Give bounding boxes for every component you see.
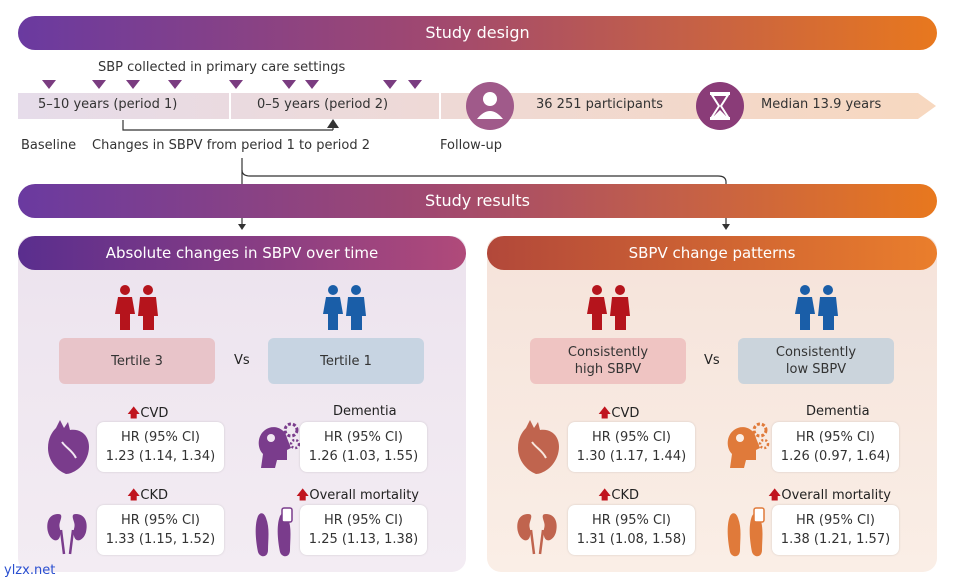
- kidney-icon: [517, 514, 557, 555]
- sbp-marker-icon: [126, 80, 140, 89]
- outcome-mortality-label: 🡅Overall mortality: [296, 488, 420, 503]
- tertile-3-box: Tertile 3: [59, 338, 215, 384]
- hr-box-dementia: HR (95% CI) 1.26 (1.03, 1.55): [300, 422, 427, 472]
- hourglass-icon: [696, 82, 744, 130]
- hr-box-mortality: HR (95% CI) 1.25 (1.13, 1.38): [300, 505, 427, 555]
- hr-box-ckd: HR (95% CI) 1.33 (1.15, 1.52): [97, 505, 224, 555]
- feet-tag-icon: [727, 507, 765, 557]
- hr-box-ckd: HR (95% CI) 1.31 (1.08, 1.58): [568, 505, 695, 555]
- red-people-icon: [587, 285, 630, 330]
- follow-up-label: Follow-up: [440, 138, 502, 153]
- sbp-marker-icon: [282, 80, 296, 89]
- sbp-marker-icon: [408, 80, 422, 89]
- consistently-low-box: Consistently low SBPV: [738, 338, 894, 384]
- brain-gears-icon: [727, 422, 770, 468]
- sbp-marker-icon: [42, 80, 56, 89]
- watermark-text: ylzx.net: [4, 563, 56, 578]
- tertile-1-box: Tertile 1: [268, 338, 424, 384]
- heart-icon: [48, 420, 90, 474]
- vs-label: Vs: [704, 353, 720, 368]
- outcome-ckd-label: 🡅CKD: [127, 488, 168, 503]
- blue-people-icon: [795, 285, 838, 330]
- hr-box-dementia: HR (95% CI) 1.26 (0.97, 1.64): [772, 422, 899, 472]
- vs-label: Vs: [234, 353, 250, 368]
- feet-tag-icon: [255, 507, 293, 557]
- period-bracket: [122, 119, 339, 131]
- study-results-banner: Study results: [18, 184, 937, 218]
- hr-box-mortality: HR (95% CI) 1.38 (1.21, 1.57): [772, 505, 899, 555]
- heart-icon: [518, 420, 560, 474]
- left-panel-title: Absolute changes in SBPV over time: [18, 236, 466, 270]
- baseline-label: Baseline: [21, 138, 77, 153]
- sbp-marker-icon: [168, 80, 182, 89]
- sbp-marker-icon: [305, 80, 319, 89]
- hr-box-cvd: HR (95% CI) 1.23 (1.14, 1.34): [97, 422, 224, 472]
- period-1-label: 5–10 years (period 1): [38, 97, 178, 112]
- study-design-banner: Study design: [18, 16, 937, 50]
- outcome-dementia-label: Dementia: [333, 404, 397, 419]
- right-panel-title: SBPV change patterns: [487, 236, 937, 270]
- kidney-icon: [47, 514, 87, 555]
- blue-people-icon: [323, 285, 366, 330]
- period-2-label: 0–5 years (period 2): [257, 97, 389, 112]
- outcome-ckd-label: 🡅CKD: [598, 488, 639, 503]
- changes-label: Changes in SBPV from period 1 to period …: [92, 138, 371, 153]
- hr-box-cvd: HR (95% CI) 1.30 (1.17, 1.44): [568, 422, 695, 472]
- outcome-cvd-label: 🡅CVD: [127, 406, 169, 421]
- sbp-collected-label: SBP collected in primary care settings: [98, 60, 346, 75]
- outcome-mortality-label: 🡅Overall mortality: [768, 488, 892, 503]
- outcome-cvd-label: 🡅CVD: [598, 406, 640, 421]
- sbp-marker-icon: [229, 80, 243, 89]
- person-icon: [466, 82, 514, 130]
- participants-count: 36 251 participants: [536, 97, 663, 112]
- sbp-marker-icon: [383, 80, 397, 89]
- outcome-dementia-label: Dementia: [806, 404, 870, 419]
- red-people-icon: [115, 285, 158, 330]
- median-follow-up: Median 13.9 years: [761, 97, 882, 112]
- brain-gears-icon: [258, 422, 301, 468]
- sbp-marker-icon: [92, 80, 106, 89]
- consistently-high-box: Consistently high SBPV: [530, 338, 686, 384]
